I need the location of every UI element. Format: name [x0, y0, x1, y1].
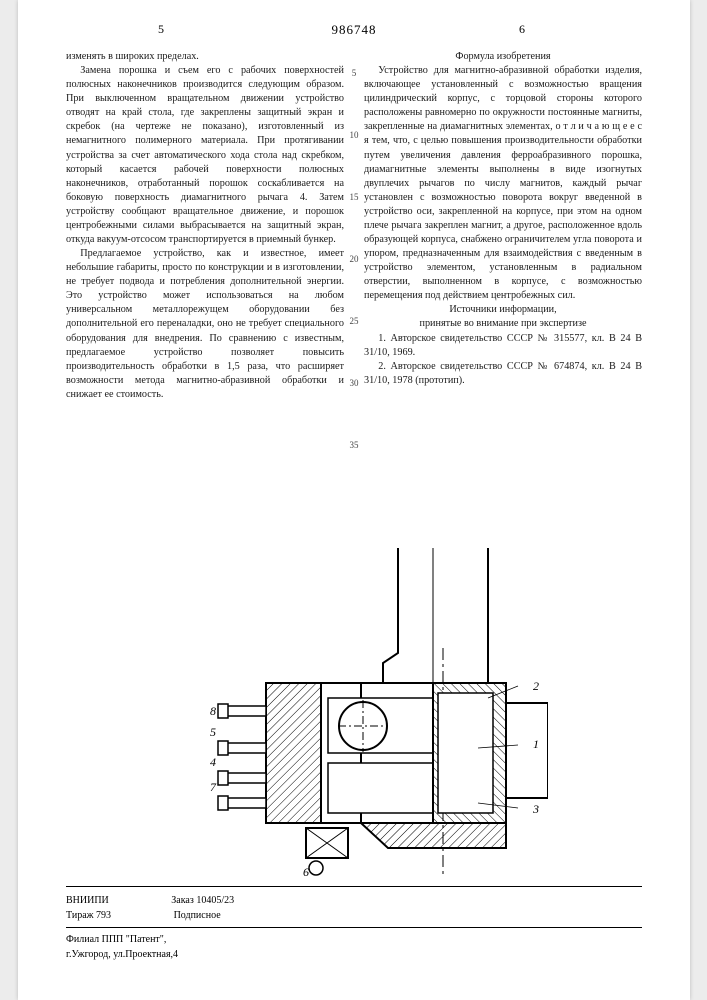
svg-text:3: 3 [532, 802, 539, 816]
svg-text:7: 7 [210, 780, 217, 794]
svg-text:6: 6 [303, 865, 309, 878]
source-item: 1. Авторское свидетельство СССР № 315577… [364, 332, 642, 360]
paragraph: Предлагаемое устройство, как и известное… [66, 247, 344, 402]
paragraph: Замена порошка и съем его с рабочих пове… [66, 64, 344, 247]
svg-text:5: 5 [210, 725, 216, 739]
svg-text:4: 4 [210, 755, 216, 769]
svg-text:8: 8 [210, 704, 216, 718]
subscription: Подписное [174, 910, 221, 921]
publisher: ВНИИПИ [66, 895, 109, 906]
sources-heading: Источники информации, принятые во вниман… [364, 303, 642, 331]
claim-paragraph: Устройство для магнитно-абразивной обраб… [364, 64, 642, 303]
page-number-left: 5 [158, 22, 164, 37]
branch-name: Филиал ППП "Патент", [66, 932, 642, 947]
formula-heading: Формула изобретения [364, 50, 642, 64]
order-number: Заказ 10405/23 [171, 895, 234, 906]
svg-text:2: 2 [533, 679, 539, 693]
print-run: Тираж 793 [66, 910, 111, 921]
branch-address: г.Ужгород, ул.Проектная,4 [66, 947, 642, 962]
paragraph: изменять в широких пределах. [66, 50, 344, 64]
document-number: 986748 [332, 22, 377, 38]
svg-text:1: 1 [533, 737, 539, 751]
right-column: Формула изобретения Устройство для магни… [364, 50, 642, 402]
page-number-right: 6 [519, 22, 525, 37]
left-column: изменять в широких пределах. Замена поро… [66, 50, 344, 402]
source-item: 2. Авторское свидетельство СССР № 674874… [364, 360, 642, 388]
imprint-footer: ВНИИПИ Заказ 10405/23 Тираж 793 Подписно… [66, 886, 642, 962]
technical-drawing: 2 8 5 4 7 6 3 1 [188, 548, 548, 878]
